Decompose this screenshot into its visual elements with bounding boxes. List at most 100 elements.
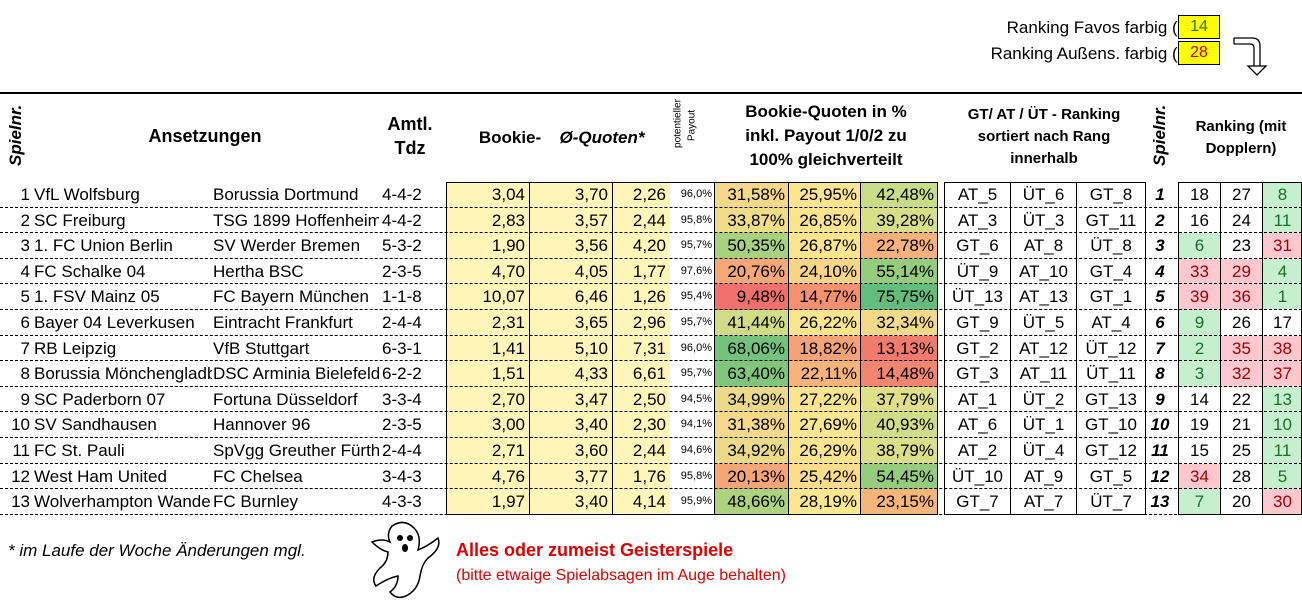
row-number[interactable]: 8 (20, 364, 30, 384)
rank-3[interactable]: AT_4 (1076, 310, 1146, 336)
row-number[interactable]: 3 (20, 236, 30, 256)
spielnr-right[interactable]: 3 (1155, 236, 1165, 256)
row-number[interactable]: 4 (20, 261, 30, 281)
dopp-rank-3[interactable]: 5 (1262, 463, 1302, 490)
pct-draw[interactable]: 24,10% (788, 258, 860, 285)
quote-away[interactable]: 1,77 (612, 258, 670, 285)
payout-value[interactable]: 96,0% (680, 188, 712, 200)
spielnr-right[interactable]: 6 (1155, 313, 1165, 332)
pct-draw[interactable]: 18,82% (788, 335, 860, 362)
rank-2[interactable]: ÜT_2 (1010, 386, 1076, 413)
dopp-rank-1[interactable]: 7 (1178, 489, 1220, 515)
quote-draw[interactable]: 3,65 (529, 310, 612, 336)
rank-1[interactable]: GT_9 (944, 310, 1010, 336)
pct-home[interactable]: 20,76% (714, 258, 788, 285)
dopp-rank-2[interactable]: 35 (1220, 335, 1262, 362)
quote-draw[interactable]: 3,60 (529, 438, 612, 464)
spielnr-right[interactable]: 10 (1150, 415, 1170, 435)
tdz-value[interactable]: 1-1-8 (382, 287, 422, 307)
rank-3[interactable]: ÜT_7 (1076, 489, 1146, 515)
payout-value[interactable]: 95,7% (680, 316, 712, 328)
rank-2[interactable]: ÜT_1 (1010, 412, 1076, 438)
pct-away[interactable]: 23,15% (860, 489, 938, 515)
pct-home[interactable]: 9,48% (714, 284, 788, 310)
dopp-rank-1[interactable]: 14 (1178, 386, 1220, 413)
pct-away[interactable]: 38,79% (860, 438, 938, 464)
quote-draw[interactable]: 4,05 (529, 258, 612, 285)
tdz-value[interactable]: 4-4-2 (382, 210, 422, 230)
home-team[interactable]: SV Sandhausen (34, 415, 157, 435)
tdz-value[interactable]: 3-3-4 (382, 389, 422, 409)
dopp-rank-1[interactable]: 34 (1178, 463, 1220, 490)
dopp-rank-1[interactable]: 3 (1178, 361, 1220, 387)
pct-draw[interactable]: 22,11% (788, 361, 860, 387)
dopp-rank-2[interactable]: 27 (1220, 182, 1262, 208)
home-team[interactable]: Bayer 04 Leverkusen (34, 313, 195, 332)
quote-home[interactable]: 2,83 (446, 207, 529, 234)
rank-2[interactable]: AT_12 (1010, 335, 1076, 362)
quote-away[interactable]: 2,44 (612, 207, 670, 234)
dopp-rank-3[interactable]: 11 (1262, 207, 1302, 234)
dopp-rank-2[interactable]: 25 (1220, 438, 1262, 464)
dopp-rank-2[interactable]: 24 (1220, 207, 1262, 234)
row-number[interactable]: 10 (11, 415, 30, 435)
rank-1[interactable]: AT_3 (944, 207, 1010, 234)
rank-3[interactable]: GT_4 (1076, 258, 1146, 285)
quote-draw[interactable]: 3,40 (529, 489, 612, 515)
dopp-rank-2[interactable]: 23 (1220, 233, 1262, 259)
pct-home[interactable]: 33,87% (714, 207, 788, 234)
payout-value[interactable]: 94,5% (680, 392, 712, 405)
home-team[interactable]: West Ham United (34, 466, 167, 486)
rank-2[interactable]: ÜT_5 (1010, 310, 1076, 336)
quote-draw[interactable]: 3,57 (529, 207, 612, 234)
rank-2[interactable]: AT_11 (1010, 361, 1076, 387)
dopp-rank-1[interactable]: 15 (1178, 438, 1220, 464)
payout-value[interactable]: 95,7% (680, 239, 712, 252)
payout-value[interactable]: 95,8% (680, 469, 712, 482)
home-team[interactable]: RB Leipzig (34, 338, 117, 358)
dopp-rank-3[interactable]: 10 (1262, 412, 1302, 438)
quote-home[interactable]: 4,76 (446, 463, 529, 490)
rank-1[interactable]: AT_1 (944, 386, 1010, 413)
spielnr-right[interactable]: 2 (1155, 210, 1165, 230)
pct-home[interactable]: 31,58% (714, 182, 788, 208)
favos-value-cell[interactable]: 14 (1178, 15, 1220, 39)
rank-1[interactable]: ÜT_13 (944, 284, 1010, 310)
pct-home[interactable]: 34,99% (714, 386, 788, 413)
rank-2[interactable]: AT_7 (1010, 489, 1076, 515)
rank-2[interactable]: AT_9 (1010, 463, 1076, 490)
away-team[interactable]: SpVgg Greuther Fürth (213, 441, 379, 460)
pct-away[interactable]: 39,28% (860, 207, 938, 234)
dopp-rank-3[interactable]: 17 (1262, 310, 1302, 336)
home-team[interactable]: FC Schalke 04 (34, 261, 146, 281)
payout-value[interactable]: 94,1% (680, 418, 712, 431)
tdz-value[interactable]: 3-4-3 (382, 466, 422, 486)
pct-home[interactable]: 41,44% (714, 310, 788, 336)
quote-home[interactable]: 1,97 (446, 489, 529, 515)
dopp-rank-1[interactable]: 9 (1178, 310, 1220, 336)
home-team[interactable]: 1. FSV Mainz 05 (34, 287, 160, 307)
quote-away[interactable]: 2,44 (612, 438, 670, 464)
rank-1[interactable]: GT_3 (944, 361, 1010, 387)
quote-draw[interactable]: 6,46 (529, 284, 612, 310)
away-team[interactable]: FC Chelsea (213, 466, 303, 486)
spielnr-right[interactable]: 4 (1155, 261, 1165, 281)
rank-2[interactable]: ÜT_3 (1010, 207, 1076, 234)
rank-1[interactable]: GT_7 (944, 489, 1010, 515)
away-team[interactable]: DSC Arminia Bielefeld (213, 364, 379, 384)
rank-3[interactable]: ÜT_11 (1076, 361, 1146, 387)
quote-draw[interactable]: 3,77 (529, 463, 612, 490)
spielnr-right[interactable]: 11 (1151, 441, 1169, 460)
payout-value[interactable]: 95,9% (680, 495, 712, 508)
spielnr-right[interactable]: 5 (1155, 287, 1165, 307)
rank-3[interactable]: GT_13 (1076, 386, 1146, 413)
home-team[interactable]: SC Freiburg (34, 210, 126, 230)
rank-3[interactable]: ÜT_8 (1076, 233, 1146, 259)
pct-away[interactable]: 40,93% (860, 412, 938, 438)
dopp-rank-3[interactable]: 38 (1262, 335, 1302, 362)
rank-1[interactable]: ÜT_10 (944, 463, 1010, 490)
dopp-rank-1[interactable]: 6 (1178, 233, 1220, 259)
pct-away[interactable]: 13,13% (860, 335, 938, 362)
spielnr-right[interactable]: 9 (1155, 389, 1165, 409)
quote-draw[interactable]: 3,70 (529, 182, 612, 208)
